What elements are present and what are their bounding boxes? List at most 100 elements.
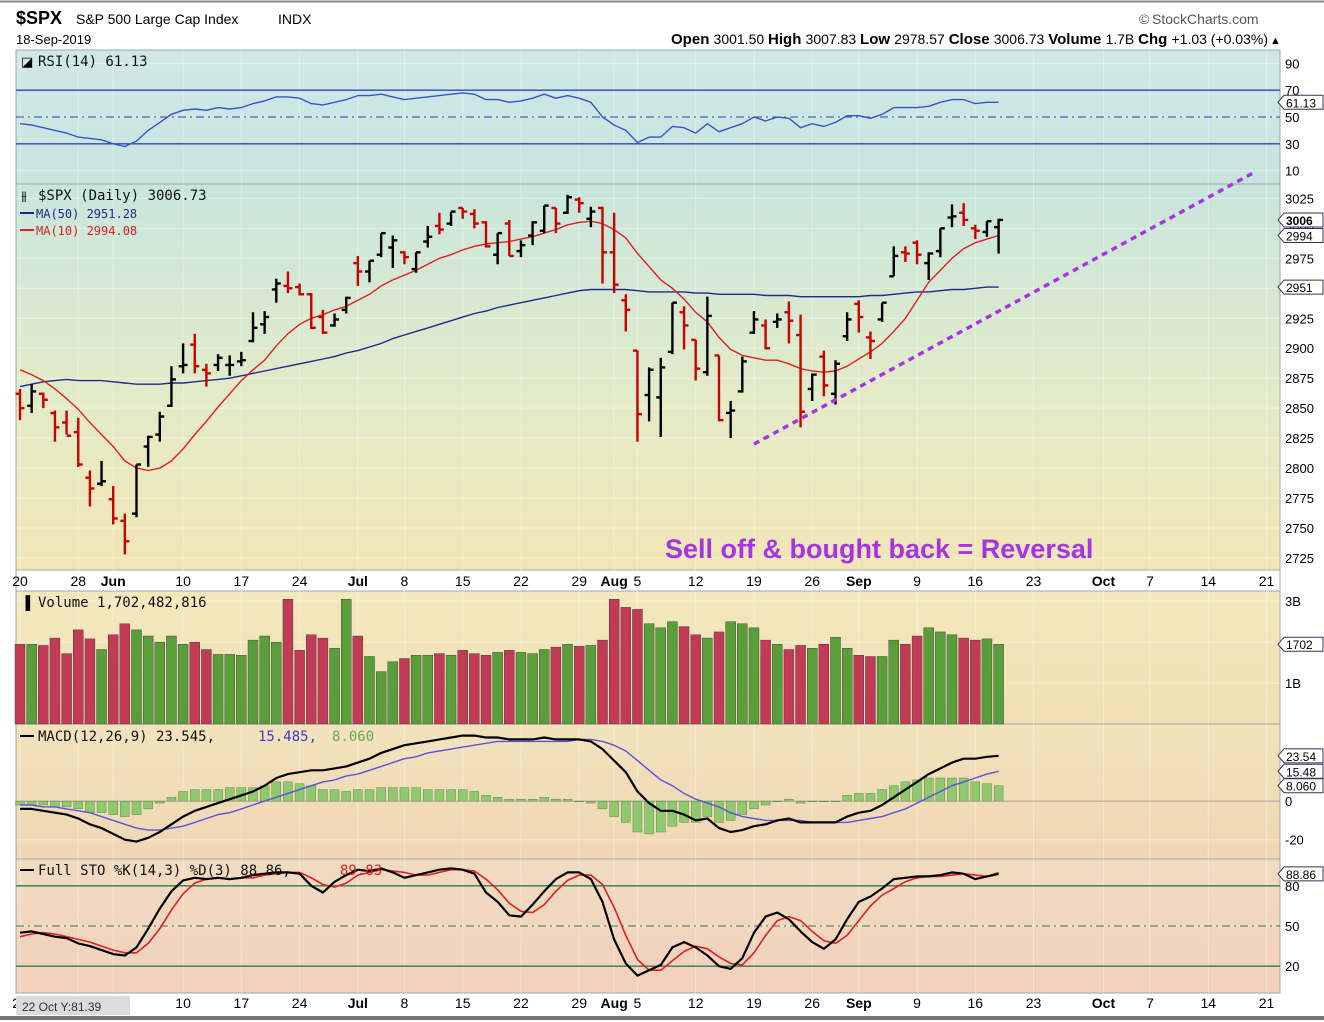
ma10-value-tag: 2994 xyxy=(1277,228,1324,244)
price-bar xyxy=(947,204,957,228)
volume-bar xyxy=(492,652,503,725)
price-bar xyxy=(446,210,456,226)
price-bar xyxy=(574,197,584,213)
y-tick-label: 2750 xyxy=(1285,521,1314,536)
y-tick-label: 70 xyxy=(1285,83,1299,98)
price-bar xyxy=(481,221,491,248)
y-tick-label: 2775 xyxy=(1285,491,1314,506)
volume-bar xyxy=(271,641,282,725)
macd-histogram-bar xyxy=(947,777,957,802)
price-bar xyxy=(632,349,642,442)
rsi-value-tag-text: 61.13 xyxy=(1286,96,1316,110)
x-tick-label: Aug xyxy=(601,573,628,589)
macd-signal-title: 15.485, xyxy=(258,729,317,745)
ma10-value-tag-box xyxy=(1277,228,1324,244)
volume-bar xyxy=(841,648,853,725)
macd-histogram-bar xyxy=(679,800,689,823)
x-tick-label: Aug xyxy=(601,995,628,1011)
x-tick-label: Jul xyxy=(348,995,368,1011)
macd-histogram-bar xyxy=(586,800,596,804)
volume-bar xyxy=(107,634,119,725)
price-bar xyxy=(994,218,1004,254)
ma50-value-tag: 2951 xyxy=(1277,279,1324,295)
macd-histogram-bar xyxy=(446,789,456,802)
volume-bar xyxy=(562,644,573,725)
volume-bar xyxy=(772,644,783,725)
price-bar xyxy=(551,206,561,234)
x-tick-label: Sep xyxy=(846,573,872,589)
macd-signal-value-tag: 15.48 xyxy=(1277,763,1324,779)
price-bar xyxy=(365,259,374,283)
x-tick-label: 7 xyxy=(1146,995,1154,1011)
macd-histogram-bar xyxy=(143,800,153,810)
macd-histogram-bar xyxy=(714,800,724,823)
volume-bar xyxy=(61,653,72,725)
volume-bar xyxy=(306,634,317,725)
ma50-value-tag-box xyxy=(1277,279,1324,295)
volume-bar xyxy=(935,631,946,725)
volume-bar xyxy=(958,637,969,725)
volume-bar xyxy=(189,641,200,725)
price-bar xyxy=(865,331,875,360)
price-bar xyxy=(120,513,130,555)
sto-k-line xyxy=(19,867,999,977)
sto-title: Full STO %K(14,3) %D(3) 88.86, xyxy=(38,863,291,879)
price-bar xyxy=(970,224,980,240)
y-tick-label: 2850 xyxy=(1285,401,1314,416)
price-bar xyxy=(330,313,340,327)
macd-signal-value-tag-text: 15.48 xyxy=(1286,765,1316,779)
volume-bar xyxy=(469,653,480,725)
price-title: $SPX (Daily) 3006.73 xyxy=(38,188,207,204)
x-tick-label: 19 xyxy=(746,995,762,1011)
macd-histogram-bar xyxy=(306,785,316,802)
price-bar xyxy=(283,271,293,294)
date-axis-strip xyxy=(15,569,1281,592)
volume-bar xyxy=(73,629,84,725)
volume-bar xyxy=(981,638,993,725)
price-bar xyxy=(912,240,922,265)
price-bar xyxy=(784,301,794,344)
y-tick-label: 30 xyxy=(1285,137,1299,152)
macd-title: MACD(12,26,9) 23.545, xyxy=(38,729,215,745)
macd-signal-value-tag-box xyxy=(1277,763,1324,779)
volume-bar xyxy=(329,648,340,725)
volume-bar xyxy=(294,650,305,725)
volume-bar xyxy=(911,635,923,725)
price-bar xyxy=(143,435,153,467)
price-bar xyxy=(213,354,223,372)
y-tick-label: 2800 xyxy=(1285,461,1314,476)
macd-histogram-bar xyxy=(807,800,817,802)
y-tick-label: 1B xyxy=(1285,676,1301,691)
volume-bar xyxy=(399,658,410,725)
price-bar xyxy=(318,309,328,334)
x-tick-label: Oct xyxy=(1092,573,1116,589)
price-bar xyxy=(108,486,118,525)
price-bar xyxy=(458,206,468,219)
x-tick-label: 17 xyxy=(234,995,250,1011)
x-tick-label: 14 xyxy=(1201,995,1217,1011)
price-bar xyxy=(667,301,677,355)
price-bar xyxy=(295,283,305,296)
volume-bar xyxy=(678,626,690,725)
close-value-tag: 3006 xyxy=(1277,212,1324,228)
macd-histogram-bar xyxy=(423,789,433,802)
price-bar xyxy=(341,296,351,314)
sto-value-tag-text: 88.86 xyxy=(1286,868,1316,882)
volume-bar xyxy=(667,621,678,725)
x-tick-label: Sep xyxy=(846,995,872,1011)
sto-d-line xyxy=(19,868,999,971)
volume-bar xyxy=(725,621,736,725)
y-tick-label: 50 xyxy=(1285,919,1299,934)
x-tick-label: 28 xyxy=(70,573,86,589)
volume-bar xyxy=(818,644,830,725)
volume-bar xyxy=(900,644,911,725)
x-tick-label: 29 xyxy=(571,573,587,589)
price-bar xyxy=(749,311,759,334)
price-bar xyxy=(399,251,409,265)
macd-hist-value-tag-box xyxy=(1277,778,1324,794)
macd-histogram-bar xyxy=(597,800,608,810)
x-tick-label: Jun xyxy=(101,573,126,589)
x-tick-label: 9 xyxy=(913,995,921,1011)
macd-histogram-bar xyxy=(621,800,631,823)
volume-bar xyxy=(434,653,445,725)
